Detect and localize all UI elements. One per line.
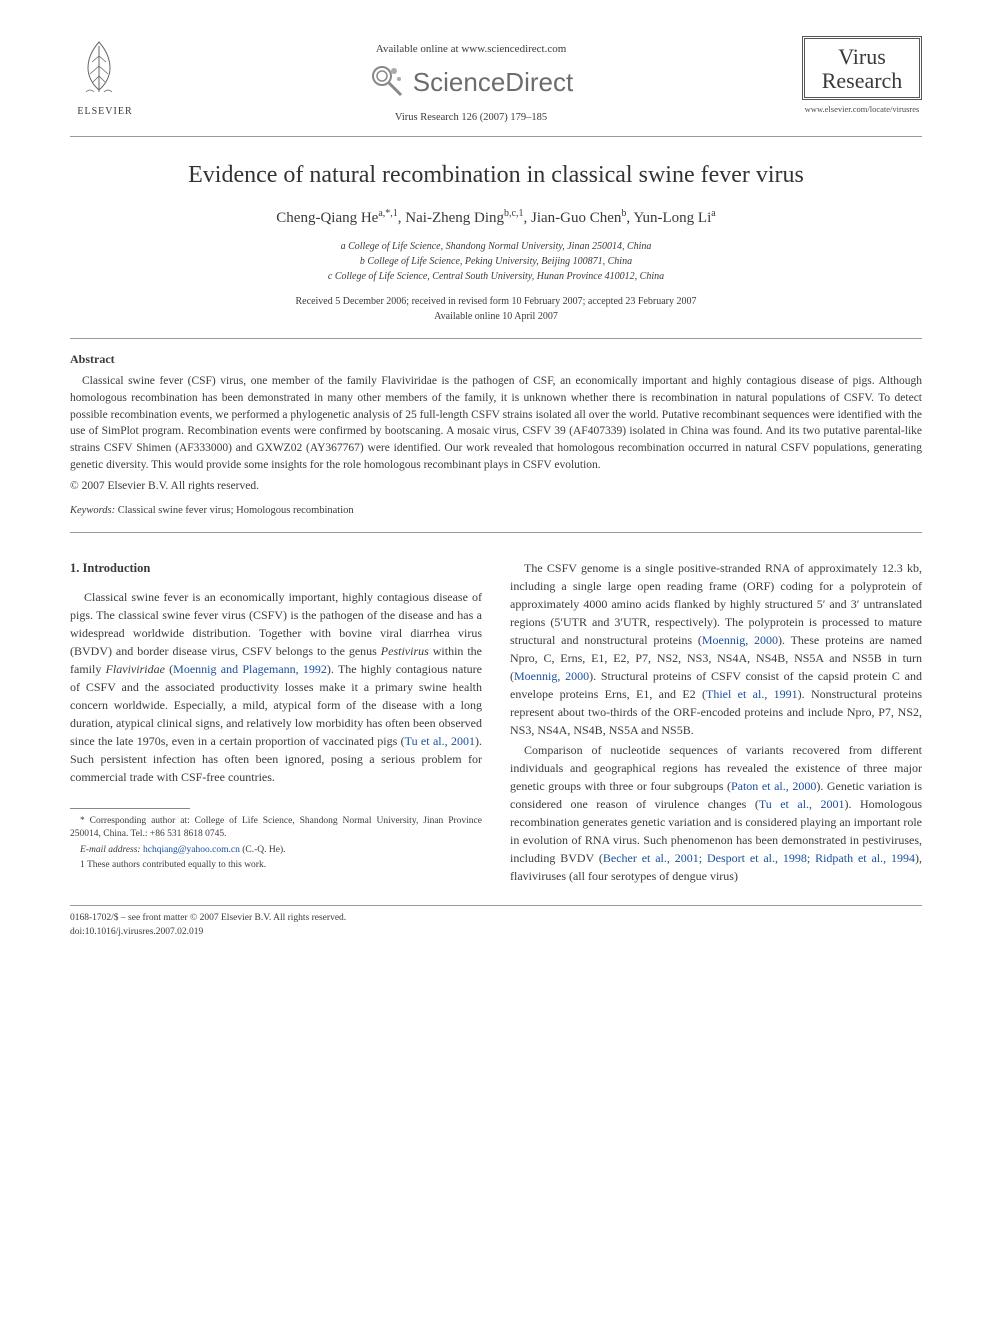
intro-p3: Comparison of nucleotide sequences of va… [510, 741, 922, 885]
journal-logo-block: Virus Research www.elsevier.com/locate/v… [802, 36, 922, 116]
sciencedirect-brand: ScienceDirect [140, 63, 802, 101]
citation-link[interactable]: Moennig, 2000 [702, 633, 778, 647]
author-1: Cheng-Qiang He [276, 210, 378, 226]
abstract-copyright: © 2007 Elsevier B.V. All rights reserved… [70, 478, 922, 494]
page-root: ELSEVIER Available online at www.science… [0, 0, 992, 979]
footnote-separator [70, 808, 190, 809]
journal-title-line2: Research [813, 69, 911, 93]
document-id-block: 0168-1702/$ – see front matter © 2007 El… [70, 912, 922, 939]
authors-line: Cheng-Qiang Hea,*,1, Nai-Zheng Dingb,c,1… [70, 207, 922, 229]
family-name: Flaviviridae [106, 662, 165, 676]
abstract-heading: Abstract [70, 351, 922, 368]
article-title: Evidence of natural recombination in cla… [70, 159, 922, 193]
body-columns: 1. Introduction Classical swine fever is… [70, 559, 922, 887]
genus-name: Pestivirus [381, 644, 429, 658]
online-line: Available online 10 April 2007 [70, 309, 922, 324]
citation-link[interactable]: Moennig, 2000 [514, 669, 589, 683]
elsevier-logo-block: ELSEVIER [70, 36, 140, 119]
keywords-text: Classical swine fever virus; Homologous … [115, 505, 354, 516]
received-line: Received 5 December 2006; received in re… [70, 294, 922, 309]
journal-title-line1: Virus [813, 45, 911, 69]
citation-link[interactable]: Tu et al., 2001 [759, 797, 845, 811]
left-column: 1. Introduction Classical swine fever is… [70, 559, 482, 887]
bottom-rule [70, 905, 922, 906]
citation-link[interactable]: Paton et al., 2000 [731, 779, 816, 793]
intro-p2: The CSFV genome is a single positive-str… [510, 559, 922, 739]
affiliations: a College of Life Science, Shandong Norm… [70, 239, 922, 284]
affil-b: b College of Life Science, Peking Univer… [70, 254, 922, 269]
corresponding-author: * Corresponding author at: College of Li… [70, 815, 482, 842]
doi-line: doi:10.1016/j.virusres.2007.02.019 [70, 926, 922, 939]
email-line: E-mail address: hchqiang@yahoo.com.cn (C… [70, 844, 482, 857]
equal-contribution: 1 These authors contributed equally to t… [70, 859, 482, 872]
journal-title-box: Virus Research [802, 36, 922, 100]
affil-a: a College of Life Science, Shandong Norm… [70, 239, 922, 254]
email-link[interactable]: hchqiang@yahoo.com.cn [141, 845, 240, 855]
affil-c: c College of Life Science, Central South… [70, 269, 922, 284]
citation-link[interactable]: Tu et al., 2001 [405, 734, 475, 748]
intro-p1: Classical swine fever is an economically… [70, 588, 482, 786]
intro-heading: 1. Introduction [70, 559, 482, 578]
header-rule [70, 136, 922, 137]
front-matter-line: 0168-1702/$ – see front matter © 2007 El… [70, 912, 922, 925]
author-2: , Nai-Zheng Ding [398, 210, 504, 226]
header-center: Available online at www.sciencedirect.co… [140, 36, 802, 126]
elsevier-wordmark: ELSEVIER [70, 105, 140, 119]
keywords-label: Keywords: [70, 505, 115, 516]
author-2-sup: b,c,1 [504, 208, 523, 219]
abstract-body: Classical swine fever (CSF) virus, one m… [70, 373, 922, 473]
elsevier-tree-icon [70, 36, 128, 98]
author-4: , Yun-Long Li [626, 210, 711, 226]
sciencedirect-text: ScienceDirect [413, 64, 573, 100]
header-row: ELSEVIER Available online at www.science… [70, 36, 922, 126]
right-column: The CSFV genome is a single positive-str… [510, 559, 922, 887]
article-dates: Received 5 December 2006; received in re… [70, 294, 922, 324]
journal-citation: Virus Research 126 (2007) 179–185 [140, 111, 802, 126]
sciencedirect-icon [369, 63, 407, 101]
author-1-sup: a,*,1 [378, 208, 397, 219]
footnotes-block: * Corresponding author at: College of Li… [70, 815, 482, 872]
abstract-top-rule [70, 338, 922, 339]
keywords-line: Keywords: Classical swine fever virus; H… [70, 504, 922, 519]
citation-link[interactable]: Becher et al., 2001; Desport et al., 199… [603, 851, 915, 865]
citation-link[interactable]: Moennig and Plagemann, 1992 [173, 662, 327, 676]
available-online-text: Available online at www.sciencedirect.co… [140, 42, 802, 57]
citation-link[interactable]: Thiel et al., 1991 [706, 687, 798, 701]
journal-url: www.elsevier.com/locate/virusres [802, 104, 922, 116]
abstract-bottom-rule [70, 532, 922, 533]
author-3: , Jian-Guo Chen [523, 210, 621, 226]
author-4-sup: a [711, 208, 715, 219]
